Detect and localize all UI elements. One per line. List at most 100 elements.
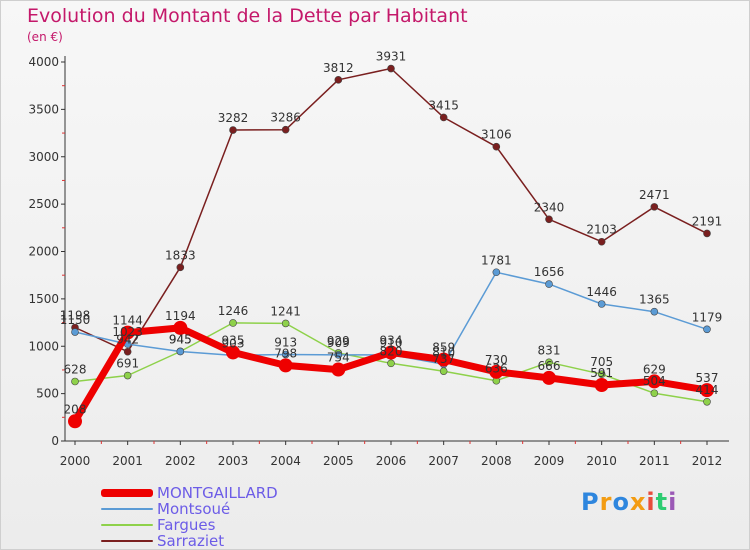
data-point-montgaillard [331, 362, 346, 377]
data-label-sarraziet: 2191 [692, 214, 723, 228]
x-tick-label: 2006 [376, 454, 407, 468]
data-label-fargues: 414 [696, 383, 719, 397]
data-point-fargues [703, 397, 711, 406]
legend: MONTGAILLARD Montsoué Fargues Sarraziet [101, 485, 278, 549]
data-label-montgaillard: 629 [643, 362, 666, 376]
data-point-fargues [597, 370, 606, 379]
data-point-sarraziet [545, 215, 553, 224]
data-label-montgaillard: 591 [590, 366, 613, 380]
data-label-montsoue-: 1656 [534, 265, 565, 279]
line-chart: 0 500 1000 1500 2000 2500 3000 3500 4000 2000 2001… [28, 50, 729, 468]
data-label-sarraziet: 3415 [428, 98, 459, 112]
data-point-montgaillard [489, 364, 504, 379]
y-tick-label: 3500 [28, 102, 59, 116]
data-label-sarraziet: 2103 [586, 223, 617, 237]
chart-title: Evolution du Montant de la Dette par Hab… [27, 5, 468, 27]
x-tick-label: 2005 [323, 454, 354, 468]
data-label-montgaillard: 730 [485, 353, 508, 367]
data-label-montsoue-: 910 [380, 336, 403, 350]
data-point-montgaillard [700, 383, 714, 398]
legend-label: Sarraziet [157, 532, 225, 550]
y-tick-label: 1000 [28, 339, 59, 353]
data-point-montgaillard [384, 345, 398, 360]
data-point-montgaillard [226, 345, 240, 360]
data-label-montsoue-: 1365 [639, 293, 670, 307]
data-point-fargues [229, 319, 237, 327]
data-label-montgaillard: 1194 [165, 309, 196, 323]
data-point-sarraziet [281, 125, 290, 134]
data-label-fargues: 504 [643, 374, 666, 388]
data-point-sarraziet [229, 126, 237, 134]
data-label-montsoue-: 1781 [481, 253, 512, 267]
data-point-montgaillard [542, 370, 556, 385]
data-label-sarraziet: 1198 [60, 308, 91, 322]
data-label-fargues: 820 [380, 344, 403, 358]
data-point-montgaillard [173, 320, 188, 335]
legend-label: Montsoué [157, 500, 231, 518]
data-label-fargues: 1246 [218, 304, 249, 318]
data-point-montgaillard [436, 352, 451, 367]
data-label-montgaillard: 666 [538, 359, 561, 373]
data-point-montgaillard [647, 374, 662, 389]
x-tick-label: 2000 [60, 454, 91, 468]
data-label-montsoue-: 909 [327, 336, 350, 350]
data-point-montsoue- [597, 300, 606, 308]
data-label-fargues: 691 [116, 357, 139, 371]
y-tick-label: 2000 [28, 245, 59, 259]
legend-swatch [101, 524, 153, 526]
data-point-fargues [650, 389, 659, 398]
data-point-sarraziet [387, 64, 395, 73]
data-point-sarraziet [439, 113, 448, 122]
legend-swatch [101, 540, 153, 542]
data-label-montgaillard: 934 [380, 334, 403, 348]
data-point-fargues [281, 319, 290, 328]
data-point-sarraziet [334, 76, 343, 84]
data-point-montsoue- [703, 325, 711, 334]
legend-swatch [101, 489, 153, 497]
data-point-montgaillard [120, 325, 135, 340]
data-point-montsoue- [492, 268, 501, 277]
legend-swatch [101, 508, 153, 510]
data-point-montsoue- [545, 280, 553, 288]
data-point-sarraziet [123, 347, 132, 356]
data-label-montgaillard: 1144 [112, 314, 143, 328]
y-tick-label: 1500 [28, 292, 59, 306]
data-label-montgaillard: 208 [64, 402, 87, 416]
data-point-sarraziet [597, 237, 606, 246]
data-label-fargues: 945 [169, 332, 192, 346]
data-label-montsoue-: 810 [432, 345, 455, 359]
data-label-sarraziet: 2471 [639, 188, 670, 202]
data-point-fargues [123, 371, 132, 380]
x-tick-label: 2012 [692, 454, 723, 468]
data-label-montgaillard: 859 [432, 341, 455, 355]
data-label-fargues: 628 [64, 362, 87, 376]
x-tick-label: 2002 [165, 454, 196, 468]
data-label-fargues: 1241 [270, 304, 301, 318]
data-label-sarraziet: 3106 [481, 128, 512, 142]
legend-item-montsoue-: Montsoué [101, 501, 278, 517]
data-point-sarraziet [176, 263, 185, 272]
chart-unit: (en €) [27, 30, 63, 44]
y-tick-label: 2500 [28, 197, 59, 211]
data-point-fargues [439, 367, 448, 375]
data-point-montgaillard [68, 414, 82, 429]
data-label-montsoue-: 945 [169, 332, 192, 346]
data-point-fargues [71, 377, 79, 386]
data-label-fargues: 929 [327, 334, 350, 348]
data-point-fargues [387, 359, 395, 368]
legend-item-sarraziet: Sarraziet [101, 533, 278, 549]
data-label-fargues: 636 [485, 362, 508, 376]
data-label-montsoue-: 1023 [112, 325, 143, 339]
data-point-montsoue- [334, 351, 343, 359]
data-label-montsoue-: 903 [222, 336, 245, 350]
data-label-sarraziet: 3812 [323, 61, 354, 75]
data-point-sarraziet [492, 142, 501, 151]
data-point-montsoue- [650, 307, 659, 316]
data-label-sarraziet: 3282 [218, 111, 249, 125]
data-label-fargues: 705 [590, 355, 613, 369]
data-label-montsoue-: 1179 [692, 310, 723, 324]
data-point-montsoue- [71, 328, 79, 336]
data-point-montsoue- [281, 350, 290, 359]
x-tick-label: 2008 [481, 454, 512, 468]
data-label-montgaillard: 754 [327, 351, 350, 365]
